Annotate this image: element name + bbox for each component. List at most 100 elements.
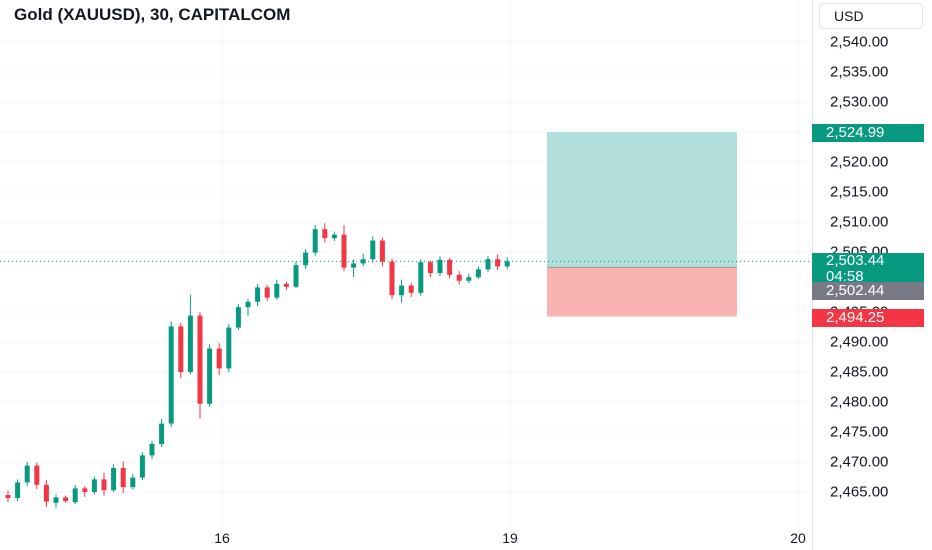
candle: [216, 343, 222, 375]
candle: [360, 253, 366, 267]
candle: [427, 260, 433, 278]
candle-body: [24, 465, 30, 483]
candle: [101, 472, 107, 496]
candle: [255, 283, 261, 306]
candle-body: [495, 259, 501, 267]
candle: [178, 322, 184, 378]
candle: [495, 254, 501, 270]
candle: [149, 441, 155, 459]
candle: [485, 256, 491, 272]
candle: [159, 418, 165, 447]
candle-body: [15, 482, 21, 498]
time-tick-label: 20: [790, 530, 806, 546]
candle: [53, 494, 59, 508]
candle-body: [101, 479, 107, 491]
candle-body: [216, 348, 222, 369]
candle: [466, 273, 472, 284]
candle-body: [341, 234, 347, 268]
candle: [5, 490, 11, 503]
candle-body: [187, 315, 193, 372]
candle: [312, 225, 318, 256]
candle: [379, 237, 385, 267]
candle-body: [351, 263, 357, 268]
candle: [504, 257, 510, 269]
candle: [207, 344, 213, 407]
candle-body: [264, 287, 270, 298]
price-tick-label: 2,535.00: [830, 63, 889, 81]
loss-zone[interactable]: [547, 267, 737, 317]
candle: [341, 225, 347, 272]
price-tick-label: 2,510.00: [830, 213, 889, 231]
candle: [24, 462, 30, 486]
long-position-tool[interactable]: [547, 132, 737, 317]
time-tick-label: 16: [214, 530, 230, 546]
candle-body: [130, 477, 136, 488]
price-chart[interactable]: [0, 0, 812, 550]
time-tick-label: 19: [502, 530, 518, 546]
candle-body: [207, 348, 213, 404]
candle: [264, 285, 270, 302]
candle-body: [322, 229, 328, 239]
candle: [43, 480, 49, 507]
candle: [283, 281, 289, 290]
candle-body: [139, 455, 145, 478]
price-tick-label: 2,470.00: [830, 453, 889, 471]
candle-body: [293, 265, 299, 287]
candle: [408, 282, 414, 297]
candle: [72, 484, 78, 504]
candle: [351, 259, 357, 278]
candle-body: [274, 283, 280, 298]
candle-body: [456, 274, 462, 281]
current-price-label: 2,503.44 04:58: [812, 253, 924, 285]
candle-body: [504, 261, 510, 267]
candle-body: [303, 252, 309, 266]
candle-body: [370, 240, 376, 260]
candle-body: [168, 326, 174, 424]
candle-body: [437, 259, 443, 273]
profit-zone[interactable]: [547, 132, 737, 268]
price-tick-label: 2,480.00: [830, 393, 889, 411]
candle-body: [63, 497, 69, 501]
candle-body: [178, 326, 184, 372]
candle: [293, 261, 299, 288]
current-price-value: 2,503.44: [826, 252, 885, 269]
candle: [418, 259, 424, 296]
candlestick-series: [5, 223, 510, 508]
candle: [245, 298, 251, 316]
take-profit-price-label: 2,524.99: [812, 124, 924, 142]
candle-body: [389, 261, 395, 296]
price-tick-label: 2,490.00: [830, 333, 889, 351]
candle-body: [399, 285, 405, 296]
candle-body: [91, 479, 97, 492]
candle: [370, 236, 376, 263]
candle-body: [72, 488, 78, 503]
candle: [15, 479, 21, 501]
candle: [82, 486, 88, 497]
price-tick-label: 2,530.00: [830, 93, 889, 111]
candle: [456, 271, 462, 285]
candle: [331, 231, 337, 242]
price-tick-label: 2,475.00: [830, 423, 889, 441]
candle: [447, 258, 453, 279]
candle-body: [427, 262, 433, 273]
candle-body: [53, 497, 59, 503]
symbol-title[interactable]: Gold (XAUUSD), 30, CAPITALCOM: [14, 5, 291, 24]
candle-body: [360, 259, 366, 264]
candle-body: [485, 259, 491, 270]
candle-body: [245, 301, 251, 308]
candle-body: [255, 287, 261, 302]
candle: [303, 249, 309, 269]
candle: [475, 266, 481, 279]
candle-body: [82, 488, 88, 492]
candle: [168, 321, 174, 428]
candle: [91, 477, 97, 495]
candle: [226, 324, 232, 372]
currency-button[interactable]: USD: [819, 3, 923, 29]
stop-loss-price-label: 2,494.25: [812, 309, 924, 327]
price-tick-label: 2,515.00: [830, 183, 889, 201]
candle-body: [408, 285, 414, 293]
candle-body: [111, 468, 117, 491]
candle: [197, 312, 203, 419]
candle-body: [418, 262, 424, 293]
candle-body: [159, 423, 165, 444]
